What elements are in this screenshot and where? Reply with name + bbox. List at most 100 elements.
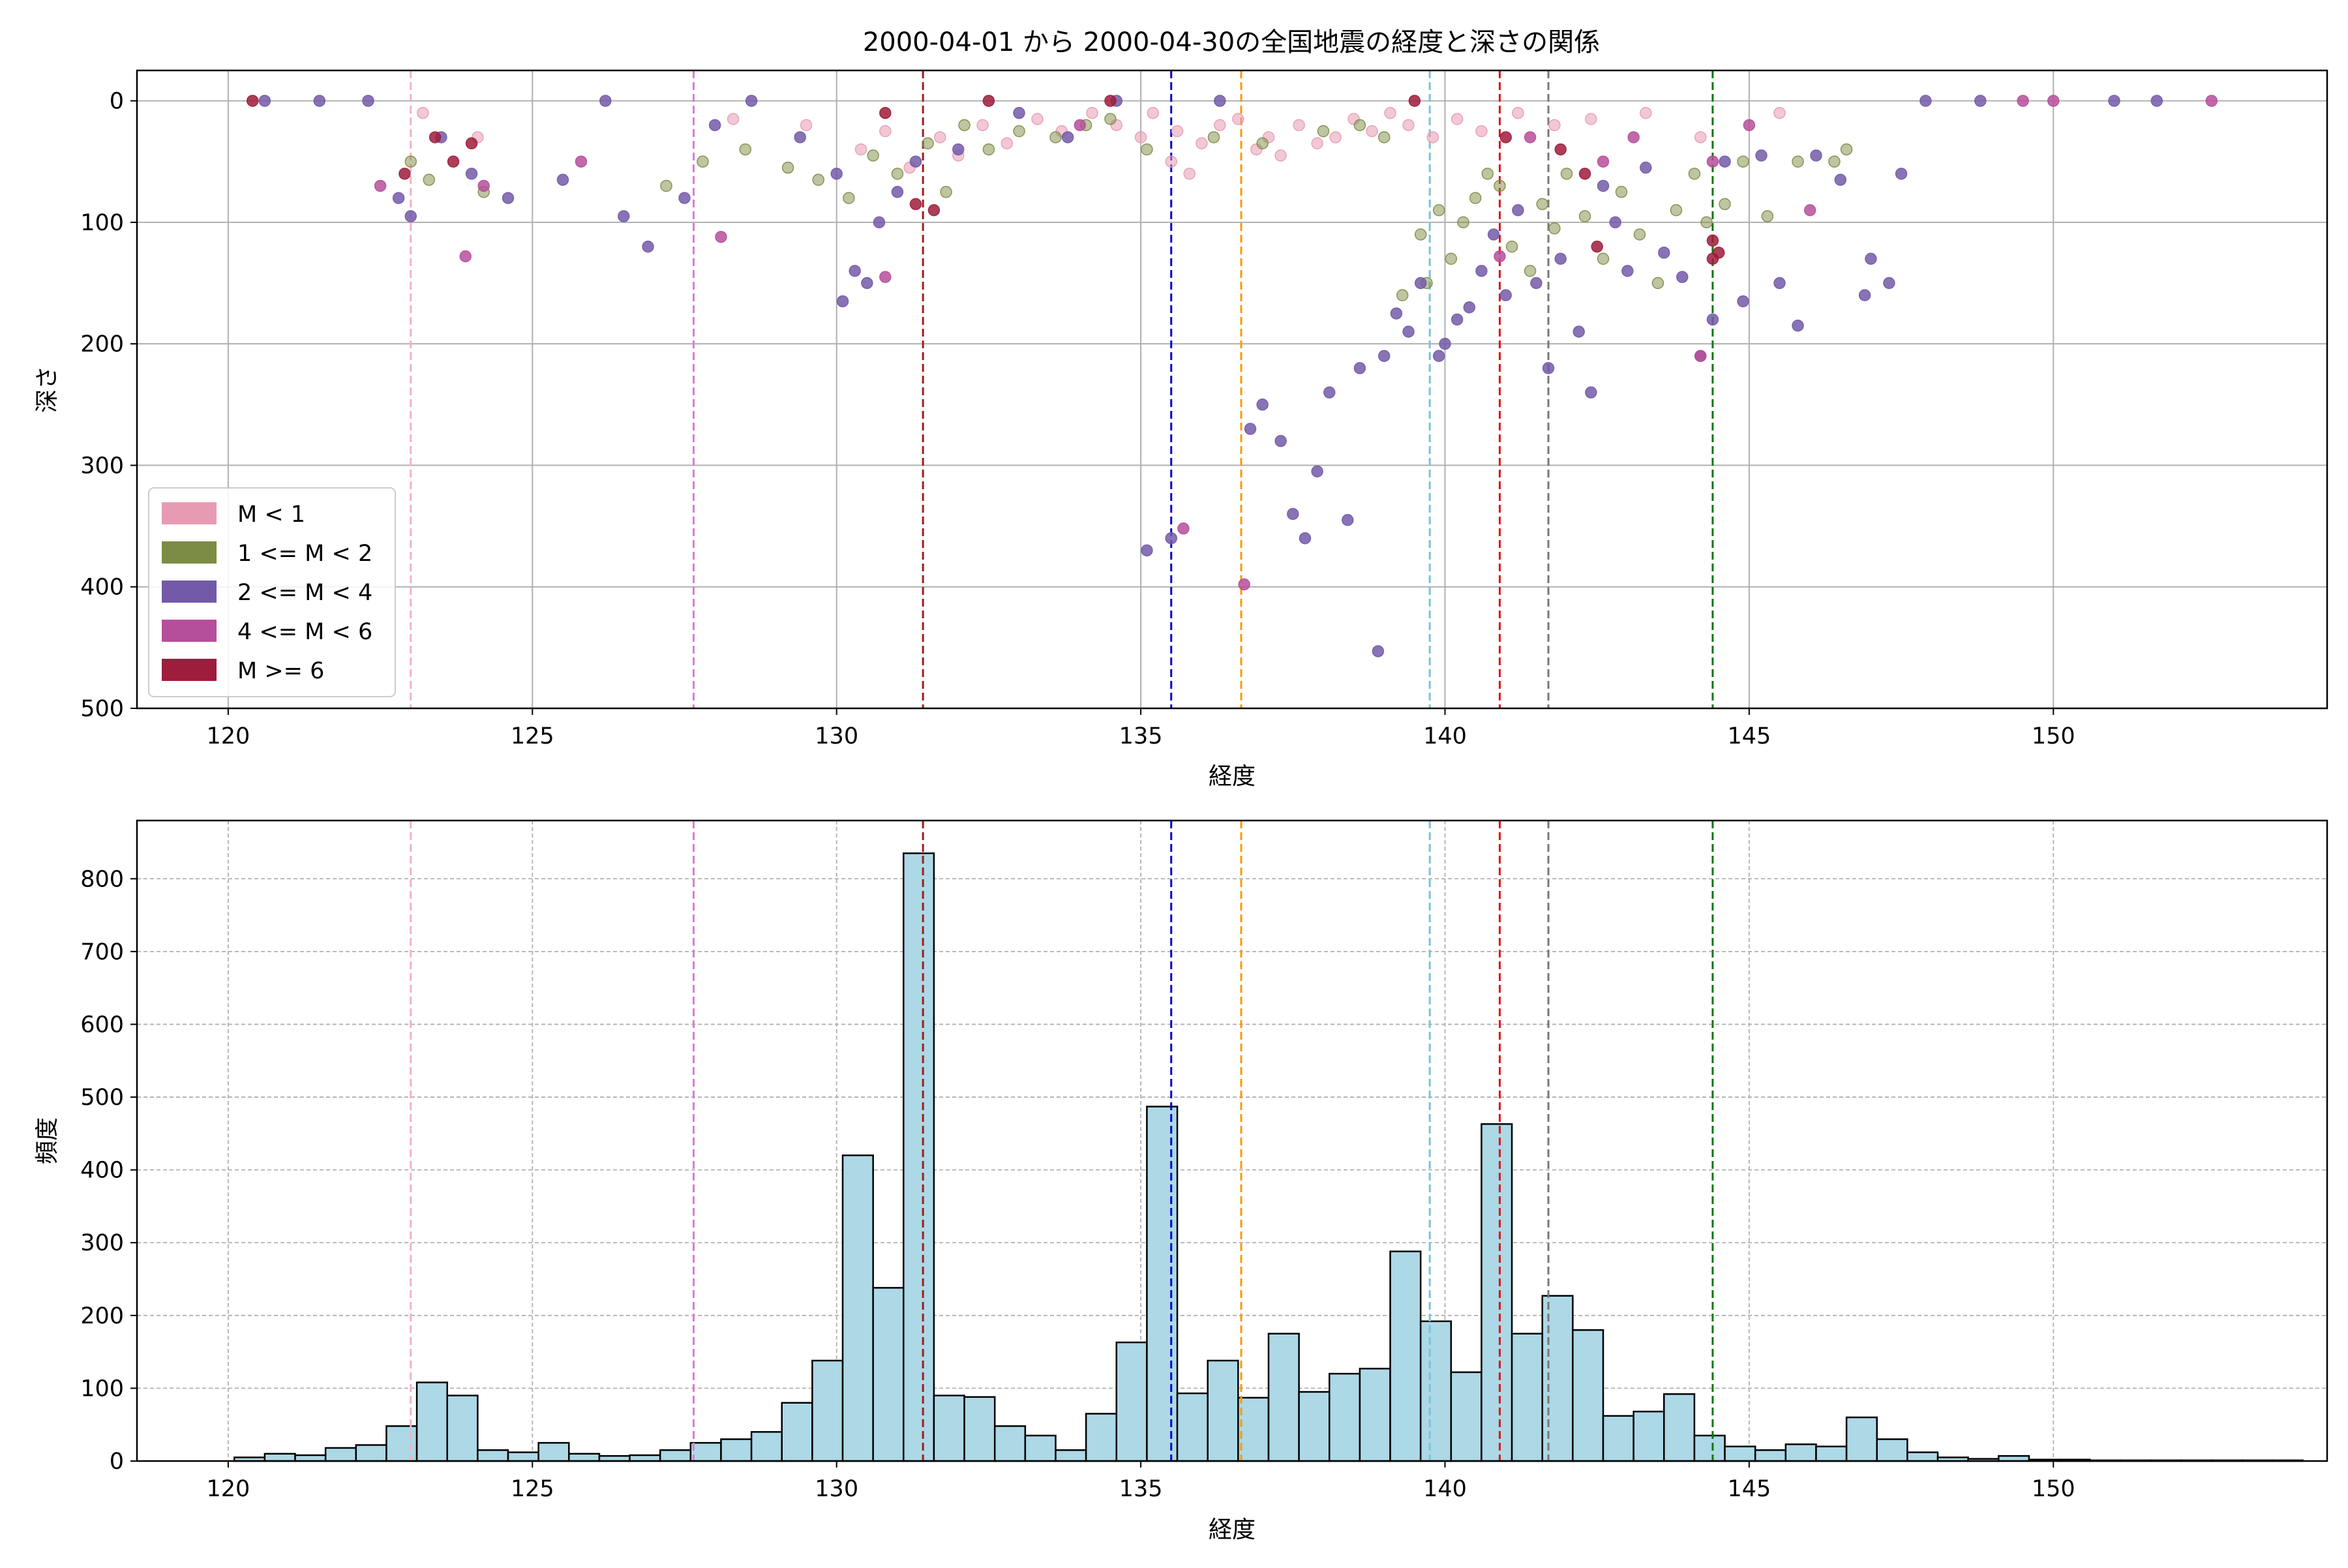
histogram-bar [1024,1434,1057,1462]
histogram-y-tick-label: 200 [80,1303,124,1329]
scatter-point [854,143,867,156]
scatter-point [1074,119,1087,132]
scatter-y-tick-label: 400 [80,575,124,601]
scatter-point [399,168,411,180]
scatter-point [404,155,417,168]
legend-swatch [162,580,217,603]
scatter-point [1311,137,1323,150]
scatter-point [1651,277,1664,290]
scatter-point [1061,131,1074,143]
scatter-point [1761,210,1774,222]
scatter-point [1238,578,1250,591]
histogram-x-tick-label: 135 [1119,1476,1163,1502]
histogram-bar [415,1381,448,1462]
scatter-point [1536,198,1548,211]
histogram-x-tick-label: 140 [1423,1476,1467,1502]
scatter-point [1396,289,1409,301]
scatter-point [1445,252,1458,265]
scatter-point [1432,350,1445,363]
scatter-point [313,95,326,107]
scatter-point [1475,265,1488,277]
scatter-point [2205,95,2218,107]
histogram-bar [993,1425,1027,1462]
scatter-point [1640,161,1652,174]
scatter-point [1377,350,1391,363]
scatter-point [1013,106,1025,119]
scatter-point [1560,168,1573,180]
scatter-point [1141,143,1153,156]
scatter-point [1013,125,1025,138]
scatter-point [1883,277,1895,290]
legend-label: 4 <= M < 6 [237,619,372,645]
histogram-bar [1419,1320,1452,1462]
scatter-point [727,113,740,125]
scatter-point [891,186,904,198]
scatter-point [927,204,941,217]
scatter-x-tick-label: 125 [511,723,554,749]
histogram-y-tick-label: 100 [80,1376,124,1402]
scatter-x-tick-label: 145 [1727,723,1771,749]
scatter-point [1402,119,1415,132]
scatter-point [1640,106,1652,119]
scatter-point [1585,113,1597,125]
scatter-point [1214,119,1226,132]
scatter-point [678,192,691,204]
scatter-point [1390,307,1403,320]
histogram-bar [1724,1445,1756,1462]
scatter-point [404,210,417,222]
scatter-series-2 [258,95,2163,657]
histogram-bar [750,1431,783,1462]
histogram-bar [720,1438,753,1462]
scatter-point [1627,131,1640,143]
scatter-reference-lines [410,70,1714,708]
histogram-tick-labels: 120 125 130 135 140 145 150 0 100 200 300 400 500 600… [80,866,2075,1502]
scatter-point [1244,423,1257,435]
scatter-point [423,173,435,186]
scatter-point [1810,149,1822,162]
scatter-tick-labels: 120 125 130 135 140 145 150 0 100 200 300 400 500 [80,89,2075,749]
scatter-point [861,277,873,290]
scatter-point [1773,277,1786,290]
scatter-point [2150,95,2163,107]
scatter-plot-frame [136,69,2328,710]
scatter-point [1615,186,1628,198]
scatter-y-tick-label: 200 [80,331,124,357]
scatter-point [1299,532,1312,545]
scatter-point [362,95,374,107]
scatter-series-4 [246,95,1725,265]
scatter-point [1494,250,1506,263]
scatter-point [1792,155,1804,168]
scatter-point [812,173,824,186]
scatter-point [1858,289,1871,301]
histogram-bar [1389,1250,1422,1462]
scatter-point [1001,137,1014,150]
scatter-point [502,192,515,204]
histogram-plot-frame [136,819,2328,1462]
scatter-point [246,95,259,107]
scatter-point [1512,204,1524,217]
histogram-bar [1693,1434,1726,1462]
scatter-point [1232,113,1244,125]
scatter-point [599,95,612,107]
scatter-point [2108,95,2120,107]
scatter-point [1086,106,1098,119]
scatter-point [781,161,794,174]
scatter-point [1524,131,1537,143]
scatter-point [1104,95,1117,107]
histogram-bar [841,1154,874,1462]
scatter-point [879,106,892,119]
scatter-point [1737,295,1749,308]
scatter-point [459,250,472,263]
scatter-point [1542,362,1555,374]
scatter-point [697,155,709,168]
histogram-bar [1115,1341,1148,1462]
scatter-point [909,155,922,168]
histogram-bar [1602,1415,1634,1462]
histogram-x-tick-label: 145 [1727,1476,1771,1502]
scatter-point [1573,325,1585,338]
scatter-point [1366,125,1378,138]
scatter-x-tick-label: 135 [1119,723,1163,749]
histogram-bar [385,1425,418,1462]
scatter-point [642,240,654,253]
scatter-point [1475,125,1488,138]
